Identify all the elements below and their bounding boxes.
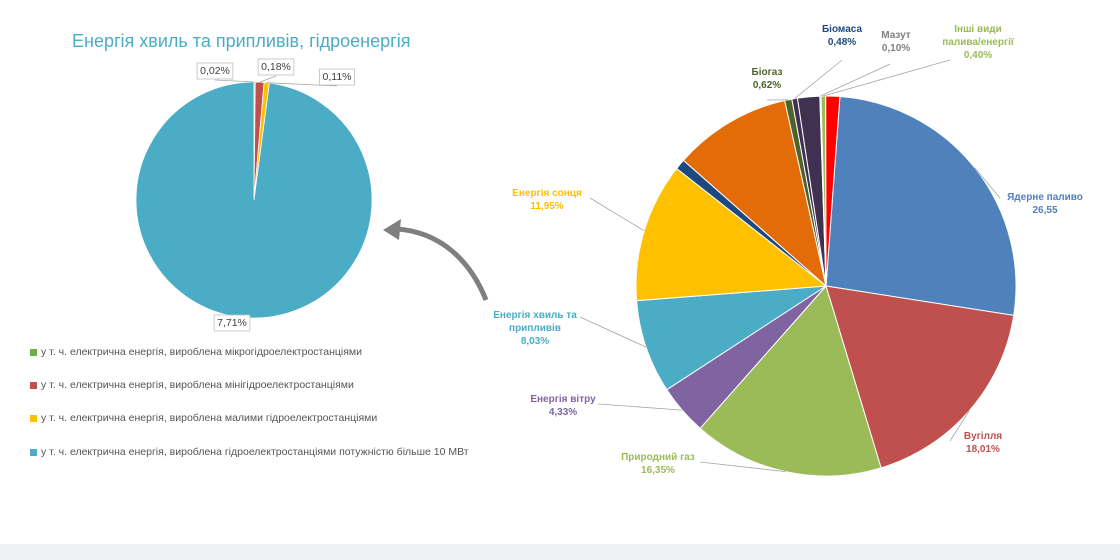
right-pie — [635, 95, 1017, 477]
left-value-label-text: 7,71% — [217, 317, 247, 329]
right-label-енергія-вітру: Енергія вітру 4,33% — [530, 394, 683, 418]
right-label-name: Інші види — [954, 24, 1002, 35]
right-label-біогаз: Біогаз 0,62% — [752, 67, 789, 101]
right-label-name: Природний газ — [621, 452, 695, 463]
right-label-value: 11,95% — [530, 201, 563, 212]
legend-item-4: у т. ч. електрична енергія, вироблена гі… — [30, 444, 469, 460]
right-label-енергія-хвиль-та-припливів: Енергія хвиль та припливів 8,03% — [493, 310, 647, 348]
left-value-label-text: 0,11% — [323, 71, 352, 83]
right-label-name: Мазут — [881, 30, 911, 41]
left-slice-4 — [135, 81, 373, 319]
chart-canvas: Енергія хвиль та припливів, гідроенергія… — [72, 24, 1083, 477]
legend-label: у т. ч. електрична енергія, вироблена гі… — [41, 446, 469, 458]
right-label-value: 0,40% — [964, 50, 992, 61]
right-slice-вугілля — [825, 285, 1015, 469]
right-slice-ядерне-паливо — [825, 95, 1017, 316]
right-label-name: Енергія сонця — [512, 188, 582, 199]
legend-item-1: у т. ч. електрична енергія, вироблена мі… — [30, 344, 362, 360]
right-label-value: 4,33% — [549, 407, 577, 418]
right-slice-енергія-сонця — [635, 167, 828, 302]
right-label-value: 8,03% — [521, 336, 549, 347]
right-label-інші-види-палива-енергії: Інші види палива/енергії 0,40% — [823, 24, 1014, 97]
right-slice-labels: Ядерне паливо 26,55 Вугілля 18,01% Природний… — [493, 24, 1083, 476]
legend-swatch — [30, 348, 37, 356]
right-slice-енергія-хвиль-та-припливів — [636, 285, 827, 391]
right-label-біомаса: Біомаса 0,48% — [794, 24, 862, 99]
right-label-value: 0,62% — [753, 80, 781, 91]
legend-swatch — [30, 448, 37, 456]
right-label-name: Біомаса — [822, 24, 862, 35]
right-label-енергія-сонця: Енергія сонця 11,95% — [512, 188, 645, 232]
footer-band — [0, 544, 1120, 560]
left-pie — [135, 81, 373, 319]
right-label-ядерне-паливо: Ядерне паливо 26,55 — [974, 167, 1083, 216]
legend-swatch — [30, 414, 37, 422]
left-chart-title: Енергія хвиль та припливів, гідроенергія — [72, 31, 410, 51]
left-value-label-3: 0,11% — [266, 68, 355, 87]
right-label-вугілля: Вугілля 18,01% — [949, 410, 1002, 455]
right-label-name: Енергія хвиль та — [493, 310, 577, 321]
legend-label: у т. ч. електрична енергія, вироблена мі… — [41, 346, 362, 358]
left-value-label-text: 0,18% — [261, 61, 291, 73]
right-label-value: 0,10% — [882, 43, 910, 54]
legend-item-2: у т. ч. електрична енергія, вироблена мі… — [30, 377, 354, 393]
left-value-label-1: 0,02% — [196, 62, 255, 83]
right-label-name: Біогаз — [752, 67, 783, 78]
left-value-labels: 0,02% 0,18% 0,11% 7,71% — [196, 58, 355, 332]
legend-item-3: у т. ч. електрична енергія, вироблена ма… — [30, 410, 377, 426]
right-label-value: 26,55 — [1032, 205, 1057, 216]
curved-arrow-icon — [383, 219, 489, 301]
left-value-label-4: 7,71% — [213, 314, 251, 332]
right-label-value: 16,35% — [641, 465, 675, 476]
right-label-value: 0,48% — [828, 37, 856, 48]
right-label-value: 18,01% — [966, 444, 1000, 455]
legend-label: у т. ч. електрична енергія, вироблена мі… — [41, 379, 354, 391]
right-label-name: Ядерне паливо — [1007, 192, 1083, 203]
legend-label: у т. ч. електрична енергія, вироблена ма… — [41, 412, 378, 424]
right-label-name: Енергія вітру — [530, 394, 596, 405]
left-value-label-2: 0,18% — [257, 58, 295, 83]
right-slice-slice-13 — [825, 95, 841, 287]
left-value-label-text: 0,02% — [200, 65, 230, 77]
right-label-name: припливів — [509, 323, 561, 334]
right-label-name: Вугілля — [964, 431, 1002, 442]
right-label-name: палива/енергії — [942, 37, 1014, 48]
right-label-природний-газ: Природний газ 16,35% — [621, 452, 786, 476]
right-slice-slice-7 — [682, 99, 827, 288]
right-label-мазут: Мазут 0,10% — [820, 30, 911, 97]
legend-swatch — [30, 381, 37, 389]
